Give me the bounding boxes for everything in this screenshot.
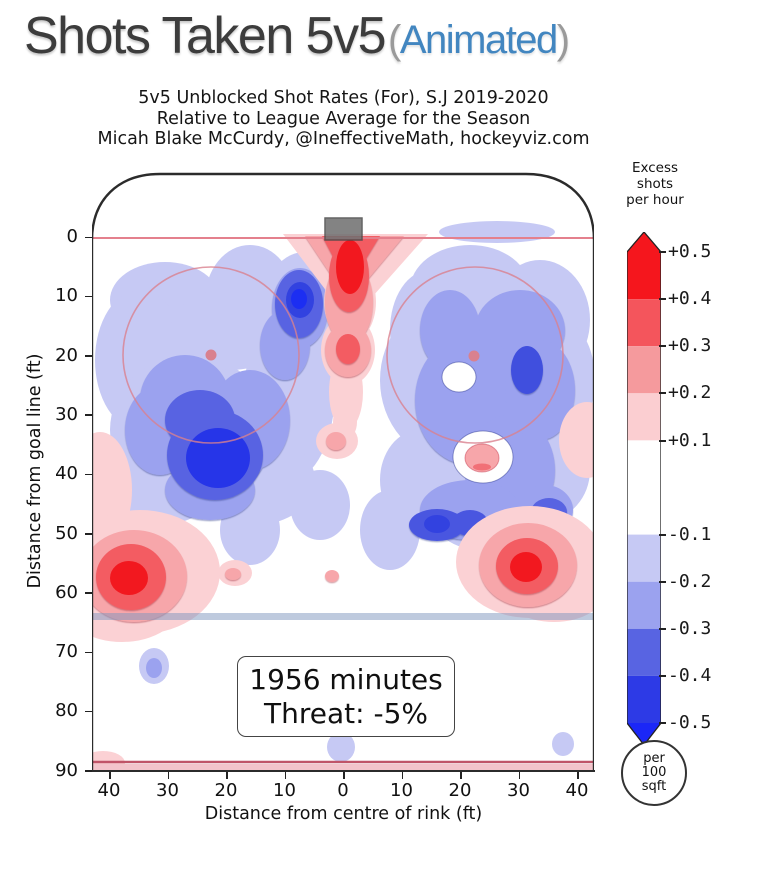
x-tick: [577, 772, 579, 779]
right-slot-pink-core: [464, 443, 500, 473]
colorbar-tick: [659, 628, 666, 630]
colorbar-tick-label: +0.5: [668, 241, 712, 262]
x-tick: [284, 772, 286, 779]
colorbar-tick-label: +0.2: [668, 382, 712, 403]
rink-heatmap: [92, 172, 594, 771]
y-tick: [85, 592, 92, 594]
y-tick-label: 60: [55, 582, 78, 603]
sqft-line: 100: [641, 765, 667, 780]
x-tick-label: 10: [273, 780, 296, 801]
x-tick-label: 0: [337, 780, 349, 801]
y-tick-label: 10: [55, 285, 78, 306]
colorbar-tick: [659, 251, 666, 253]
page-title-text: Shots Taken 5v5: [24, 7, 387, 65]
sqft-line: sqft: [641, 779, 667, 794]
colorbar-tick: [659, 298, 666, 300]
colorbar-tick-label: -0.3: [668, 618, 712, 639]
colorbar-tick: [659, 581, 666, 583]
colorbar-tick-label: -0.1: [668, 524, 712, 545]
x-tick: [401, 772, 403, 779]
chart-title-line2: Relative to League Average for the Seaso…: [156, 108, 531, 129]
y-tick: [85, 533, 92, 535]
colorbar-arrow-bottom: [627, 723, 661, 745]
x-tick-label: 40: [97, 780, 121, 801]
y-tick: [85, 414, 92, 416]
x-tick-label: 20: [448, 780, 472, 801]
y-tick-label: 30: [55, 404, 78, 425]
faceoff-dot-left: [205, 349, 217, 361]
y-tick: [85, 473, 92, 476]
per-100-sqft-badge: per 100 sqft: [621, 740, 687, 806]
colorbar-title-line: shots: [636, 176, 674, 192]
colorbar-tick-label: +0.1: [668, 430, 712, 451]
page-title: Shots Taken 5v5 (Animated): [24, 6, 570, 66]
x-tick-label: 10: [390, 780, 413, 801]
blue-line: [92, 613, 594, 620]
title-paren-open: (: [387, 18, 401, 62]
colorbar-tick-label: +0.3: [668, 335, 712, 356]
colorbar-tick: [659, 345, 666, 347]
y-tick: [85, 770, 92, 772]
chart-title-line3: Micah Blake McCurdy, @IneffectiveMath, h…: [97, 129, 590, 149]
x-tick: [226, 772, 228, 779]
x-tick: [167, 772, 169, 779]
x-tick: [460, 772, 462, 779]
minutes-value: 1956 minutes: [249, 662, 443, 696]
colorbar-tick: [659, 722, 666, 724]
threat-value: Threat: -5%: [264, 696, 428, 730]
x-tick-label: 40: [565, 780, 589, 801]
stats-annotation-box: 1956 minutes Threat: -5%: [237, 656, 455, 737]
faceoff-circle-right: [386, 266, 564, 444]
faceoff-dot-right: [468, 350, 480, 362]
chart-title-line1: 5v5 Unblocked Shot Rates (For), S.J 2019…: [138, 88, 549, 108]
x-tick: [109, 772, 111, 779]
colorbar-tick-label: -0.2: [668, 571, 712, 592]
y-tick-label: 90: [55, 760, 78, 781]
colorbar-title-line: Excess: [631, 160, 679, 176]
y-tick-label: 50: [55, 523, 78, 544]
colorbar-title: Excess shots per hour: [595, 160, 715, 208]
y-tick-label: 20: [55, 345, 78, 366]
y-tick-label: 70: [55, 641, 78, 662]
colorbar-tick: [659, 392, 666, 394]
x-tick-label: 20: [214, 780, 238, 801]
x-tick-label: 30: [156, 780, 179, 801]
goal-net: [324, 217, 363, 241]
y-axis-label: Distance from goal line (ft): [25, 353, 45, 589]
y-tick-label: 40: [55, 463, 78, 484]
animated-link[interactable]: Animated: [399, 18, 558, 62]
contour-band-plus04: [110, 240, 542, 595]
y-tick: [85, 295, 92, 298]
colorbar: [627, 232, 661, 746]
y-tick-label: 80: [55, 700, 78, 721]
colorbar-title-line: per hour: [626, 192, 684, 208]
center-line-glow: [92, 764, 594, 771]
x-tick: [518, 772, 520, 779]
y-tick: [85, 651, 92, 654]
chart-title: 5v5 Unblocked Shot Rates (For), S.J 2019…: [92, 88, 595, 150]
colorbar-arrow-top: [627, 232, 661, 252]
y-tick-label: 0: [66, 226, 78, 247]
colorbar-tick: [659, 675, 666, 677]
y-tick: [85, 355, 92, 357]
y-tick: [85, 710, 92, 713]
colorbar-tick-label: +0.4: [668, 288, 712, 309]
x-tick: [343, 772, 345, 779]
colorbar-tick: [659, 534, 666, 536]
colorbar-tick-label: -0.5: [668, 712, 712, 733]
colorbar-tick: [659, 440, 666, 442]
title-paren-close: ): [556, 18, 570, 62]
neutral-zone-blue-blobs: [139, 648, 574, 762]
rink-boards-outline: [92, 172, 594, 771]
x-axis-spine: [91, 770, 595, 772]
faceoff-circle-left: [122, 266, 300, 444]
sqft-line: per: [643, 751, 665, 766]
right-slot-red-crescent: [473, 463, 491, 471]
y-tick: [85, 236, 92, 238]
colorbar-tick-label: -0.4: [668, 665, 712, 686]
x-axis-label: Distance from centre of rink (ft): [204, 804, 483, 824]
x-tick-label: 30: [507, 780, 530, 801]
